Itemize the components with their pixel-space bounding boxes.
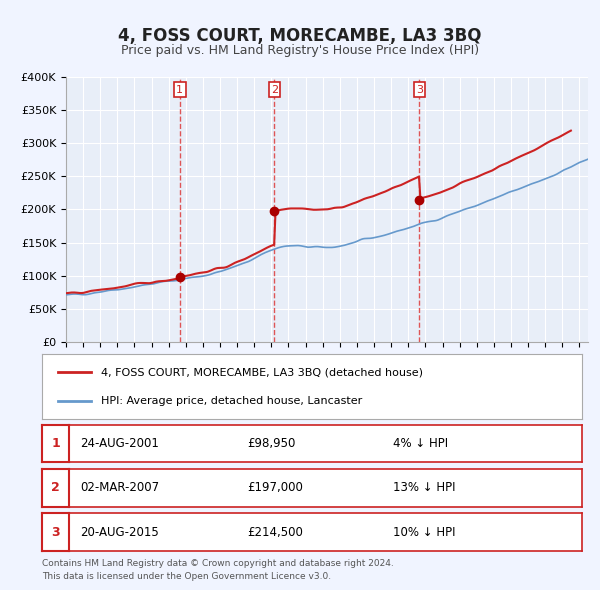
Text: 4% ↓ HPI: 4% ↓ HPI xyxy=(393,437,448,450)
Text: £98,950: £98,950 xyxy=(247,437,296,450)
Text: 02-MAR-2007: 02-MAR-2007 xyxy=(80,481,159,494)
Text: HPI: Average price, detached house, Lancaster: HPI: Average price, detached house, Lanc… xyxy=(101,396,362,406)
Text: 2: 2 xyxy=(51,481,60,494)
Text: 3: 3 xyxy=(51,526,60,539)
Text: Price paid vs. HM Land Registry's House Price Index (HPI): Price paid vs. HM Land Registry's House … xyxy=(121,44,479,57)
Text: 13% ↓ HPI: 13% ↓ HPI xyxy=(393,481,455,494)
Text: 2: 2 xyxy=(271,84,278,94)
Text: £197,000: £197,000 xyxy=(247,481,303,494)
Text: 4, FOSS COURT, MORECAMBE, LA3 3BQ (detached house): 4, FOSS COURT, MORECAMBE, LA3 3BQ (detac… xyxy=(101,367,424,377)
Text: This data is licensed under the Open Government Licence v3.0.: This data is licensed under the Open Gov… xyxy=(42,572,331,581)
Text: 1: 1 xyxy=(176,84,184,94)
Text: 1: 1 xyxy=(51,437,60,450)
Text: Contains HM Land Registry data © Crown copyright and database right 2024.: Contains HM Land Registry data © Crown c… xyxy=(42,559,394,568)
Text: 3: 3 xyxy=(416,84,423,94)
Text: 24-AUG-2001: 24-AUG-2001 xyxy=(80,437,158,450)
Text: 10% ↓ HPI: 10% ↓ HPI xyxy=(393,526,455,539)
Text: 4, FOSS COURT, MORECAMBE, LA3 3BQ: 4, FOSS COURT, MORECAMBE, LA3 3BQ xyxy=(118,27,482,45)
Text: 20-AUG-2015: 20-AUG-2015 xyxy=(80,526,158,539)
Text: £214,500: £214,500 xyxy=(247,526,303,539)
